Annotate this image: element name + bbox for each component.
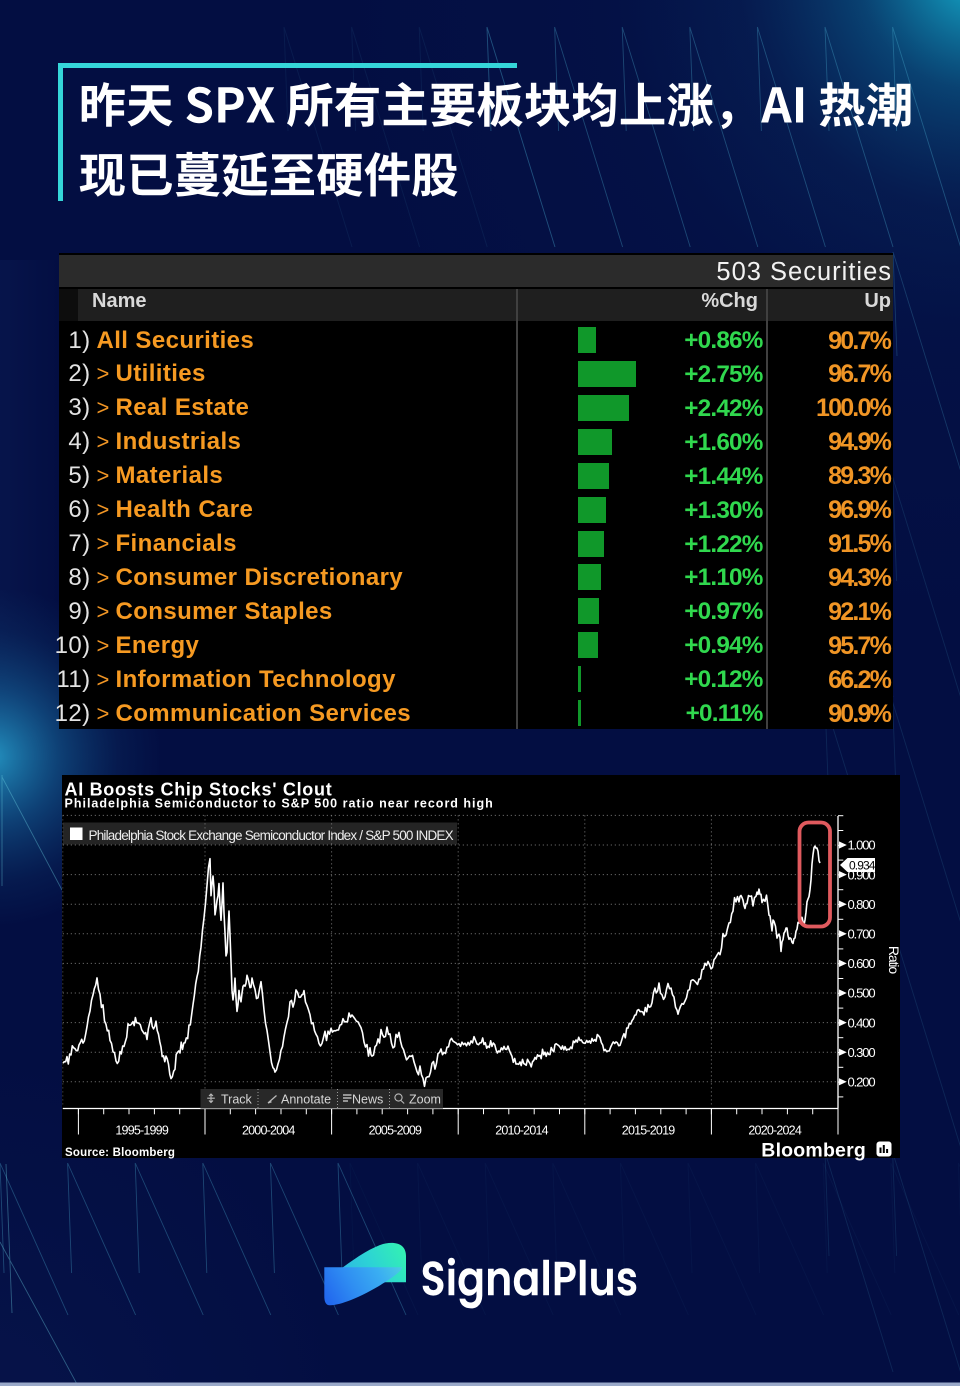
- svg-text:Philadelphia Semiconductor to: Philadelphia Semiconductor to S&P 500 ra…: [65, 797, 494, 811]
- svg-text:0.800: 0.800: [848, 897, 876, 912]
- svg-text:2005-2009: 2005-2009: [369, 1124, 422, 1138]
- svg-text:0.300: 0.300: [848, 1045, 876, 1060]
- svg-text:Zoom: Zoom: [409, 1093, 441, 1107]
- svg-text:Ratio: Ratio: [886, 946, 902, 974]
- svg-text:News: News: [352, 1093, 383, 1107]
- svg-text:0.700: 0.700: [848, 927, 876, 942]
- svg-text:Philadelphia Stock Exchange Se: Philadelphia Stock Exchange Semiconducto…: [89, 828, 454, 843]
- svg-text:Track: Track: [221, 1093, 253, 1107]
- svg-text:Annotate: Annotate: [281, 1093, 331, 1107]
- svg-text:1995-1999: 1995-1999: [115, 1124, 168, 1138]
- svg-text:2010-2014: 2010-2014: [495, 1124, 548, 1138]
- svg-text:0.600: 0.600: [848, 956, 876, 971]
- svg-text:2000-2004: 2000-2004: [242, 1124, 295, 1138]
- svg-text:Source: Bloomberg: Source: Bloomberg: [65, 1147, 175, 1159]
- svg-text:2020-2024: 2020-2024: [748, 1124, 801, 1138]
- svg-text:0.200: 0.200: [848, 1075, 876, 1090]
- svg-text:0.934: 0.934: [849, 858, 876, 872]
- svg-text:2015-2019: 2015-2019: [622, 1124, 675, 1138]
- svg-text:Bloomberg: Bloomberg: [761, 1140, 866, 1162]
- svg-text:0.500: 0.500: [848, 986, 876, 1001]
- svg-text:1.000: 1.000: [848, 838, 876, 853]
- svg-text:0.400: 0.400: [848, 1015, 876, 1030]
- svg-text:AI Boosts Chip Stocks' Clout: AI Boosts Chip Stocks' Clout: [65, 780, 333, 800]
